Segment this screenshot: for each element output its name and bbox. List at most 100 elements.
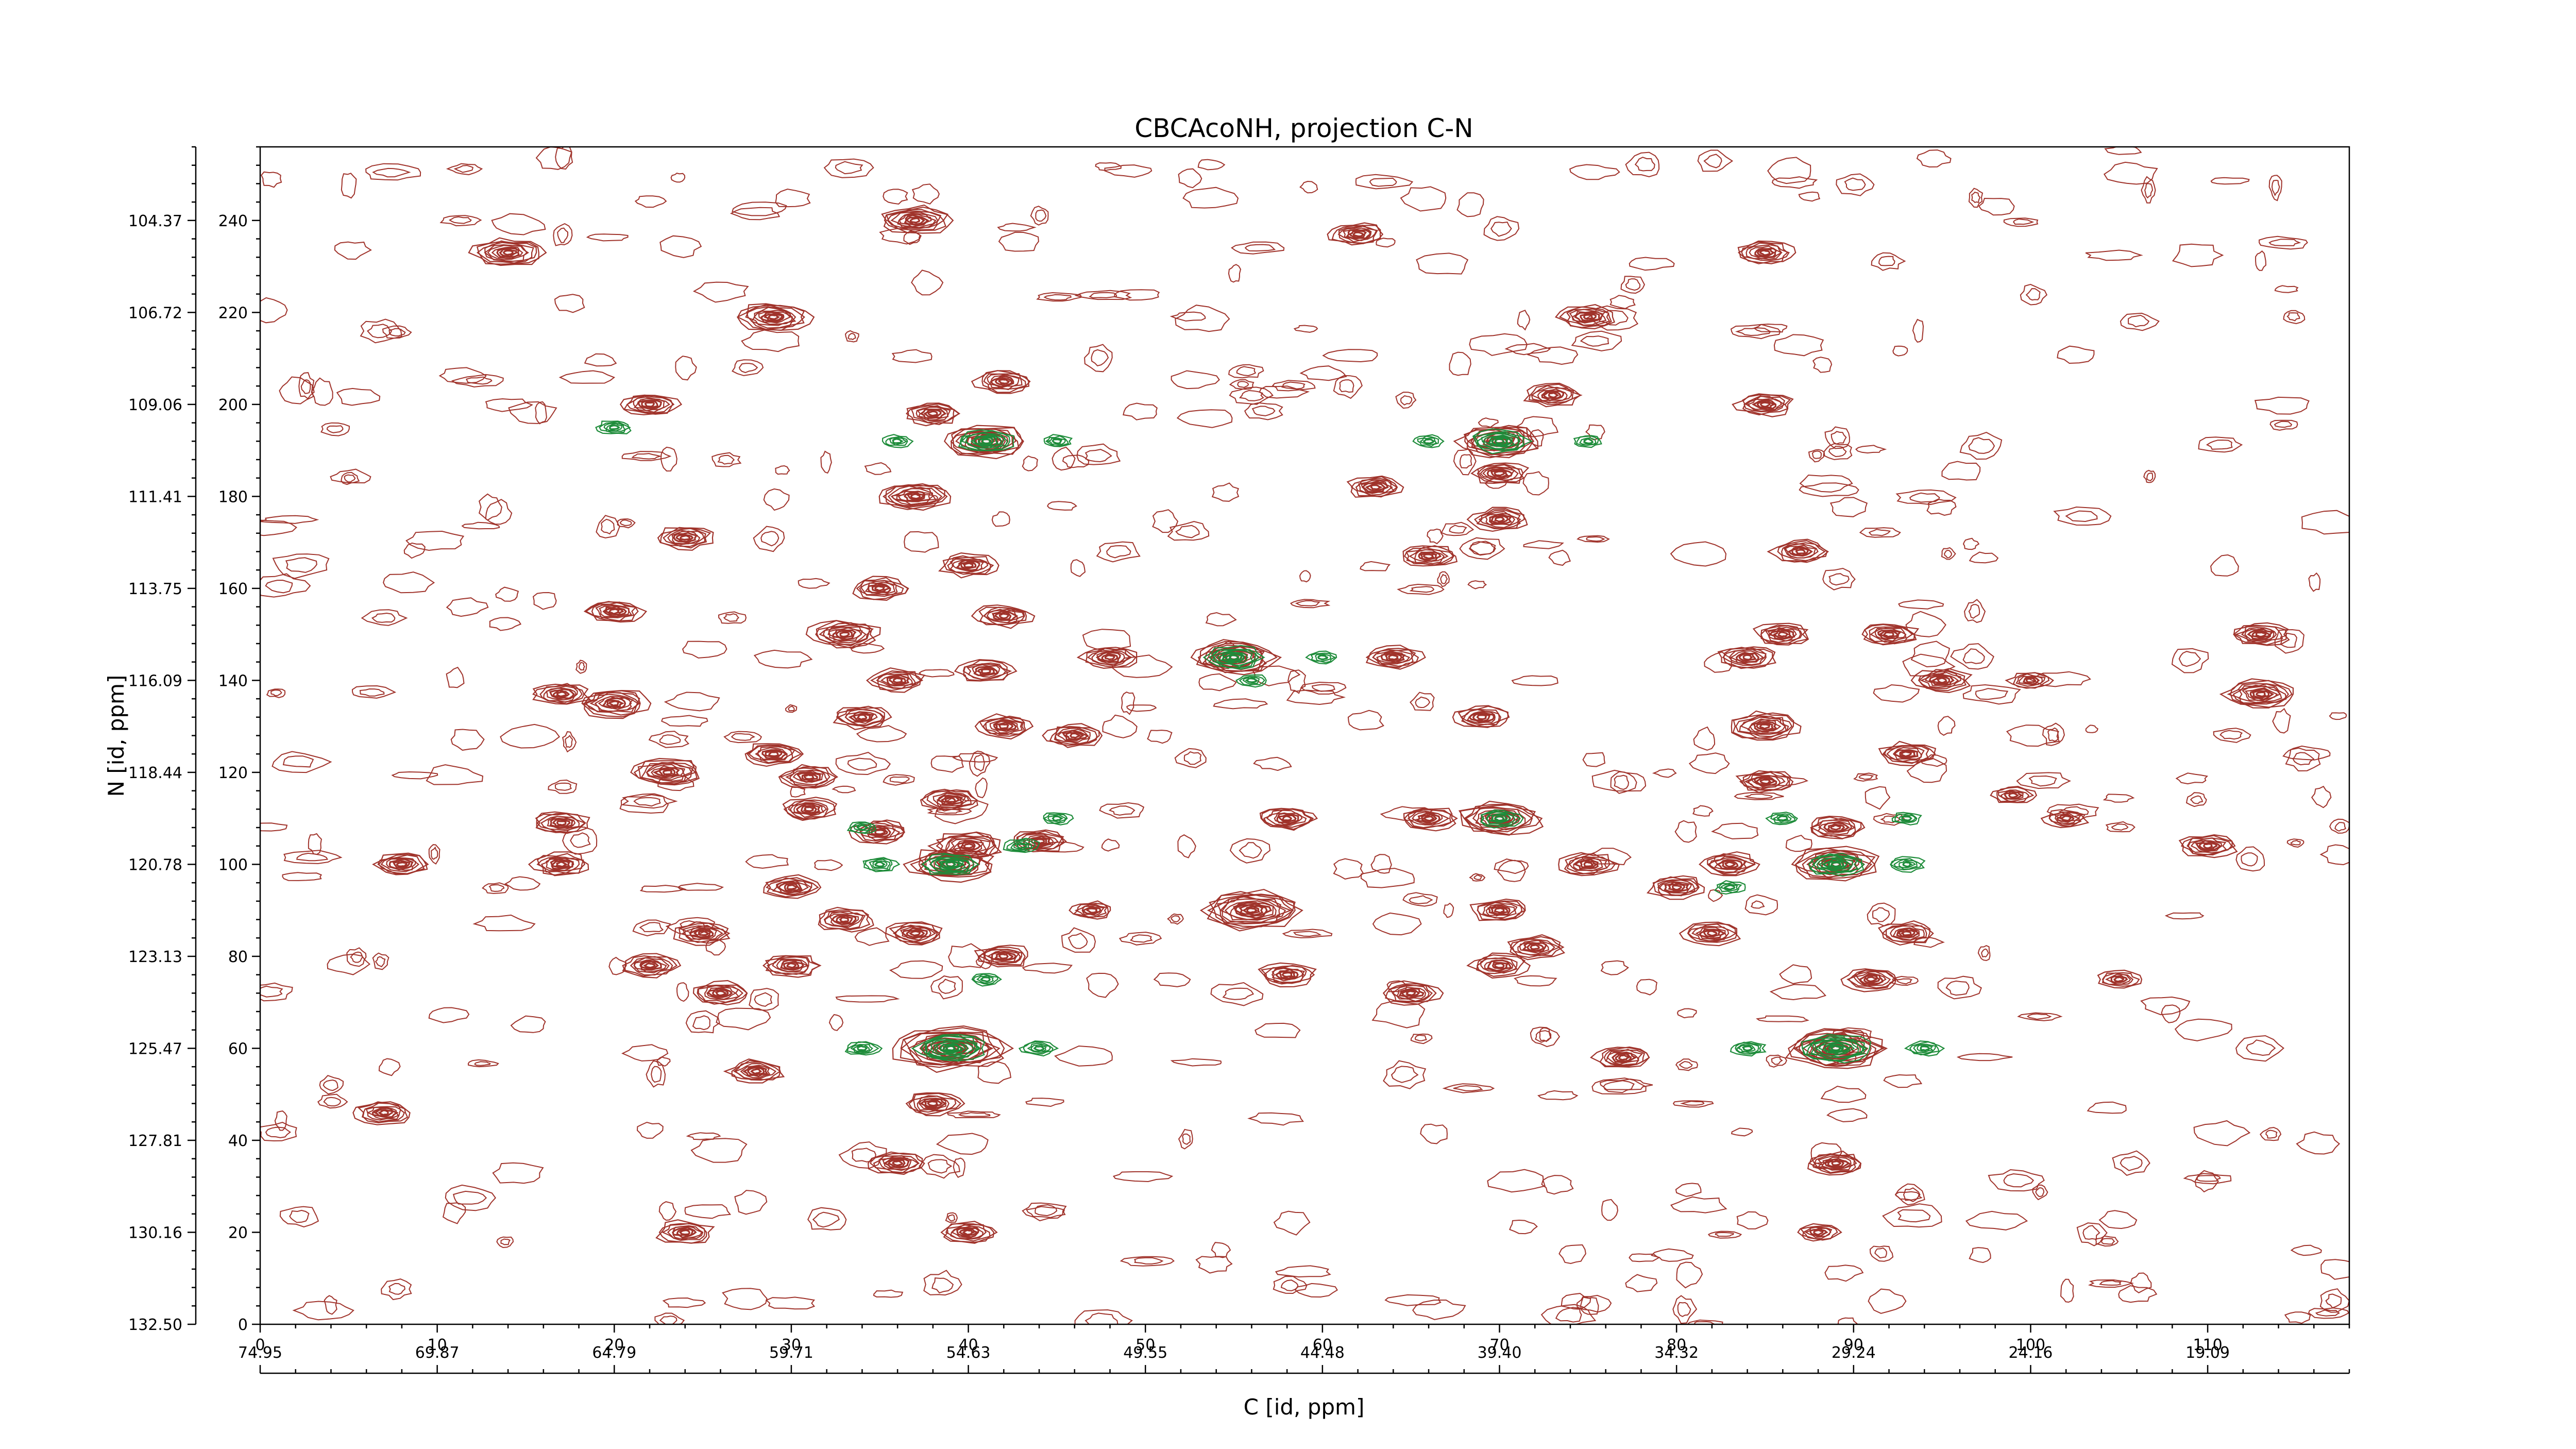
noise-contour [1339,379,1354,393]
noise-contour [760,531,779,547]
noise-contour [1561,1293,1591,1310]
noise-contour [1384,1294,1442,1306]
noise-contour [1084,449,1112,463]
peak-contour [1747,774,1781,789]
noise-contour [631,453,663,460]
noise-contour [450,729,485,751]
noise-contour [2175,772,2209,785]
peak-contour [1422,553,1435,560]
noise-contour [1707,889,1723,902]
noise-contour [686,1132,721,1140]
peak-contour [2219,678,2294,708]
noise-contour [1968,604,1980,619]
peak-contour [605,608,624,616]
noise-contour [1828,445,1847,458]
peak-contour [1400,989,1420,998]
y-ppm-tick-label: 116.09 [128,672,182,690]
noise-contour [1569,164,1620,180]
peak-contour [711,989,729,997]
noise-contour [1965,1210,2028,1231]
noise-contour [2032,1184,2048,1201]
noise-contour [731,733,756,741]
peak-contour [994,611,1012,621]
noise-contour [1692,805,1714,817]
peak-contour [976,667,995,676]
x-ppm-tick-label: 34.32 [1654,1344,1699,1362]
negative-peak-contour [1830,861,1841,868]
noise-contour [1591,769,1647,792]
peak-contour [761,749,788,760]
noise-contour [1541,1175,1574,1195]
y-tick-label: 100 [218,856,248,874]
peak-contour [640,961,659,970]
noise-contour [1744,894,1778,916]
noise-contour [1937,716,1956,736]
noise-contour [1715,1232,1734,1237]
noise-contour [330,468,371,484]
noise-contour [1102,714,1138,738]
noise-contour [2141,176,2156,204]
peak-contour [1190,641,1278,672]
noise-contour [1153,972,1191,987]
peak-contour [1804,1226,1832,1238]
noise-contour [1402,892,1438,907]
peak-contour [468,237,547,266]
noise-contour [1400,395,1413,406]
peak-contour [905,1092,965,1117]
negative-peak-contour [603,423,626,432]
peak-contour [1931,676,1951,685]
peak-contour [1870,628,1907,643]
noise-contour [260,985,283,998]
noise-contour [820,450,832,474]
peak-contour [1358,479,1396,496]
peak-contour [1055,728,1091,745]
noise-contour [619,519,632,526]
noise-contour [659,734,681,745]
peak-contour [2244,627,2275,641]
peak-contour [1480,466,1519,481]
x-tick-label: 80 [1667,1336,1686,1354]
y-ppm-tick-label: 109.06 [128,396,182,414]
peak-contour [1042,723,1103,748]
noise-contour [1237,381,1249,388]
noise-contour [946,1110,1001,1119]
noise-contour [1636,979,1658,996]
negative-peak-contour [925,1035,978,1060]
peak-contour [1091,650,1130,665]
peak-contour [951,1225,984,1239]
noise-contour [1420,1123,1448,1144]
negative-peak-contour [1730,1041,1767,1057]
noise-contour [654,1312,685,1324]
negative-peak-contour [1033,1046,1045,1052]
noise-contour [1294,1283,1338,1298]
noise-contour [2140,996,2191,1016]
peak-contour [849,819,906,845]
peak-contour [2105,973,2131,985]
peak-contour [371,1107,399,1118]
peak-contour [1573,858,1599,870]
peak-contour [919,408,947,419]
negative-peak-contour [1482,434,1515,448]
noise-contour [260,1122,297,1142]
noise-contour [975,953,992,970]
peak-contour [831,914,857,925]
peak-contour [783,961,800,970]
noise-contour [775,465,790,475]
noise-contour [1785,834,1812,852]
noise-contour [1540,1304,1597,1324]
y-tick-label: 140 [218,672,248,690]
noise-contour [1514,975,1557,987]
peak-contour [1817,1155,1857,1171]
y-ppm-tick-label: 127.81 [128,1132,182,1150]
x-tick-label: 40 [958,1336,978,1354]
noise-contour [904,531,939,553]
noise-contour [446,666,465,688]
noise-contour [1517,309,1531,331]
negative-peak-contour [1228,654,1240,661]
noise-contour [1892,345,1908,357]
peak-contour [1057,729,1091,743]
peak-contour [679,1229,690,1236]
noise-contour [1897,599,1944,610]
noise-contour [1975,688,2009,700]
noise-contour [1030,206,1049,226]
